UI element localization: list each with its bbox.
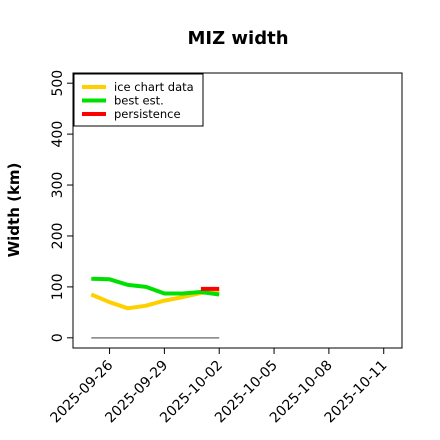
series-line-best-est- [91,276,220,297]
chart-title: MIZ width [187,28,288,49]
legend-label: ice chart data [114,80,194,94]
y-axis: 0 100 200 300 400 500 [50,70,73,342]
y-axis-label: Width (km) [5,163,23,258]
y-tick-label: 200 [50,223,66,250]
series-lines [90,276,220,311]
y-tick-label: 0 [50,333,66,342]
plot-frame [72,72,403,349]
legend-label: best est. [114,94,164,108]
x-axis: 2025-09-262025-09-292025-10-022025-10-05… [48,348,391,426]
y-tick-label: 300 [50,172,66,199]
legend-label: persistence [114,107,181,121]
y-tick-label: 100 [50,274,66,301]
y-tick-label: 500 [50,70,66,97]
y-tick-label: 400 [50,121,66,148]
